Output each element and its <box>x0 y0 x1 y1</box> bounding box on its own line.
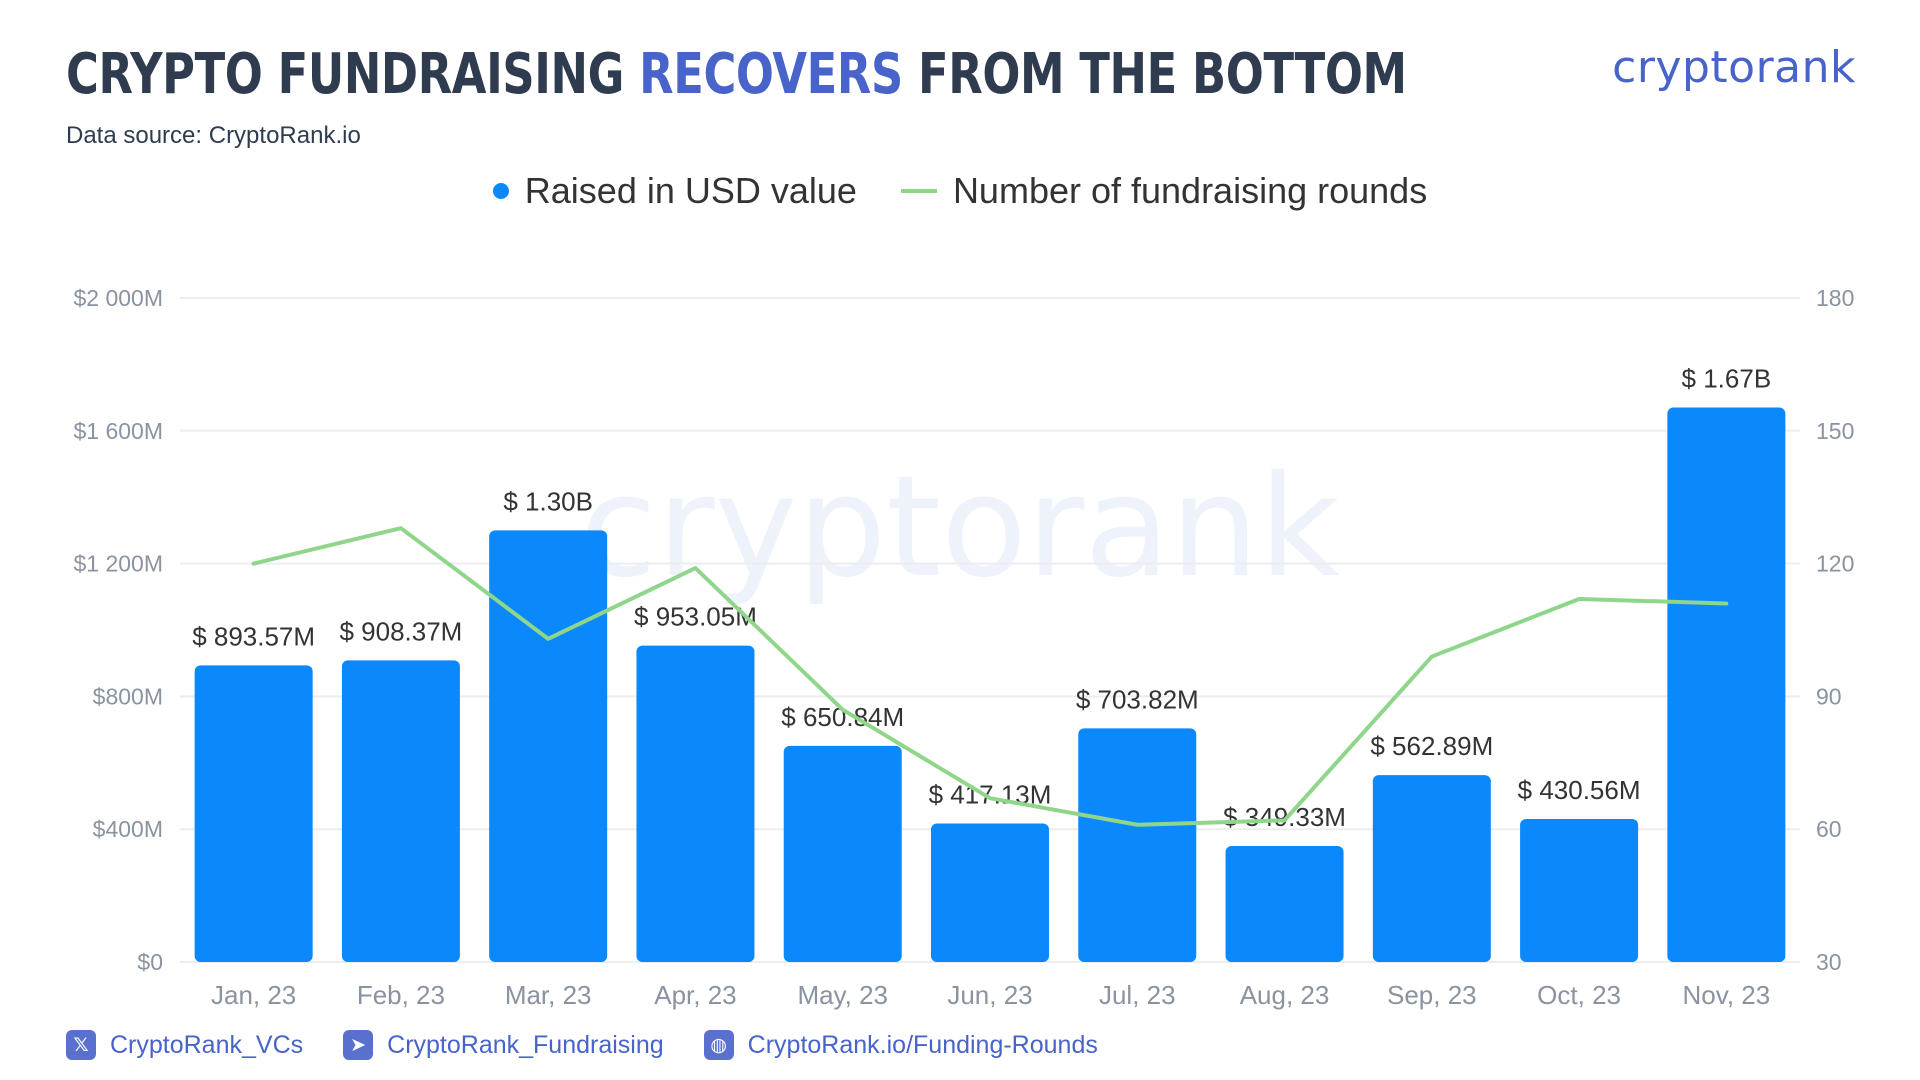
y-tick-left: $1 200M <box>73 551 163 577</box>
x-tick-label: Nov, 23 <box>1683 980 1771 1010</box>
bar <box>341 660 460 962</box>
bar-value-label: $ 430.56M <box>1518 775 1641 805</box>
y-tick-left: $0 <box>137 949 163 975</box>
x-tick-label: May, 23 <box>797 980 888 1010</box>
rounds-point <box>1284 819 1286 821</box>
footer-link-website[interactable]: ◍ CryptoRank.io/Funding-Rounds <box>703 1030 1098 1060</box>
y-tick-left: $2 000M <box>73 285 163 311</box>
x-tick-label: Apr, 23 <box>654 980 736 1010</box>
bar-value-label: $ 953.05M <box>634 602 757 632</box>
y-tick-right: 120 <box>1816 551 1854 577</box>
y-tick-right: 60 <box>1816 816 1842 842</box>
legend-label-rounds: Number of fundraising rounds <box>952 170 1428 211</box>
rounds-point <box>253 563 255 565</box>
bar-value-label: $ 650.84M <box>781 702 904 732</box>
bar <box>1520 819 1639 962</box>
rounds-point <box>842 709 844 711</box>
bar <box>1078 728 1197 962</box>
rounds-point <box>1431 656 1433 658</box>
bar <box>1225 846 1344 962</box>
rounds-point <box>400 527 402 529</box>
title-part-1: CRYPTO FUNDRAISING <box>66 42 640 107</box>
bar-value-label: $ 1.30B <box>503 486 593 516</box>
chart-title: CRYPTO FUNDRAISING RECOVERS FROM THE BOT… <box>66 42 1407 107</box>
x-tick-label: Jun, 23 <box>947 980 1032 1010</box>
footer-links: 𝕏 CryptoRank_VCs ➤ CryptoRank_Fundraisin… <box>66 1030 1098 1060</box>
x-icon: 𝕏 <box>66 1030 96 1060</box>
y-tick-right: 180 <box>1816 285 1854 311</box>
bar-value-label: $ 908.37M <box>339 616 462 646</box>
x-tick-label: Aug, 23 <box>1240 980 1330 1010</box>
rounds-point <box>1725 602 1727 604</box>
footer-link-label: CryptoRank_VCs <box>110 1030 304 1059</box>
rounds-point <box>1136 824 1138 826</box>
telegram-icon: ➤ <box>343 1030 374 1060</box>
watermark-text: cryptorank <box>580 446 1340 609</box>
footer-link-x[interactable]: 𝕏 CryptoRank_VCs <box>66 1030 303 1060</box>
y-tick-right: 90 <box>1816 683 1842 709</box>
rounds-point <box>694 567 696 569</box>
title-accent: RECOVERS <box>639 42 903 107</box>
bar <box>931 823 1049 962</box>
legend-dot-icon <box>492 183 509 199</box>
legend-line-icon <box>900 189 937 193</box>
x-tick-label: Sep, 23 <box>1387 980 1477 1010</box>
y-tick-right: 30 <box>1816 949 1842 975</box>
bar <box>489 530 608 962</box>
footer-link-label: CryptoRank_Fundraising <box>387 1030 664 1059</box>
bar-value-label: $ 349.33M <box>1223 802 1346 832</box>
rounds-point <box>547 638 549 640</box>
y-tick-left: $1 600M <box>73 418 163 444</box>
x-tick-label: Oct, 23 <box>1537 980 1621 1010</box>
y-tick-left: $800M <box>93 683 163 709</box>
bar-value-label: $ 703.82M <box>1076 684 1199 714</box>
globe-icon: ◍ <box>703 1030 734 1060</box>
rounds-point <box>989 797 991 799</box>
y-tick-left: $400M <box>93 816 163 842</box>
x-tick-label: Jul, 23 <box>1099 980 1176 1010</box>
x-tick-label: Mar, 23 <box>505 980 592 1010</box>
bar <box>194 665 313 962</box>
bar <box>1667 407 1786 962</box>
bar-value-label: $ 562.89M <box>1370 731 1493 761</box>
bar <box>636 645 755 962</box>
bar <box>783 745 902 962</box>
bar-value-label: $ 1.67B <box>1682 364 1772 394</box>
legend-item-usd[interactable]: Raised in USD value <box>492 170 857 212</box>
bar-value-label: $ 893.57M <box>192 621 315 651</box>
footer-link-label: CryptoRank.io/Funding-Rounds <box>747 1030 1098 1059</box>
brand-logo: cryptorank <box>1612 42 1856 93</box>
legend-item-rounds[interactable]: Number of fundraising rounds <box>900 170 1428 212</box>
chart-legend: Raised in USD value Number of fundraisin… <box>0 170 1920 212</box>
legend-label-usd: Raised in USD value <box>524 170 857 211</box>
footer-link-telegram[interactable]: ➤ CryptoRank_Fundraising <box>343 1030 664 1060</box>
rounds-point <box>1578 598 1580 600</box>
data-source: Data source: CryptoRank.io <box>66 122 361 149</box>
bar <box>1372 775 1491 962</box>
y-tick-right: 150 <box>1816 418 1854 444</box>
title-part-2: FROM THE BOTTOM <box>902 42 1407 107</box>
x-tick-label: Jan, 23 <box>211 980 296 1010</box>
x-tick-label: Feb, 23 <box>357 980 445 1010</box>
